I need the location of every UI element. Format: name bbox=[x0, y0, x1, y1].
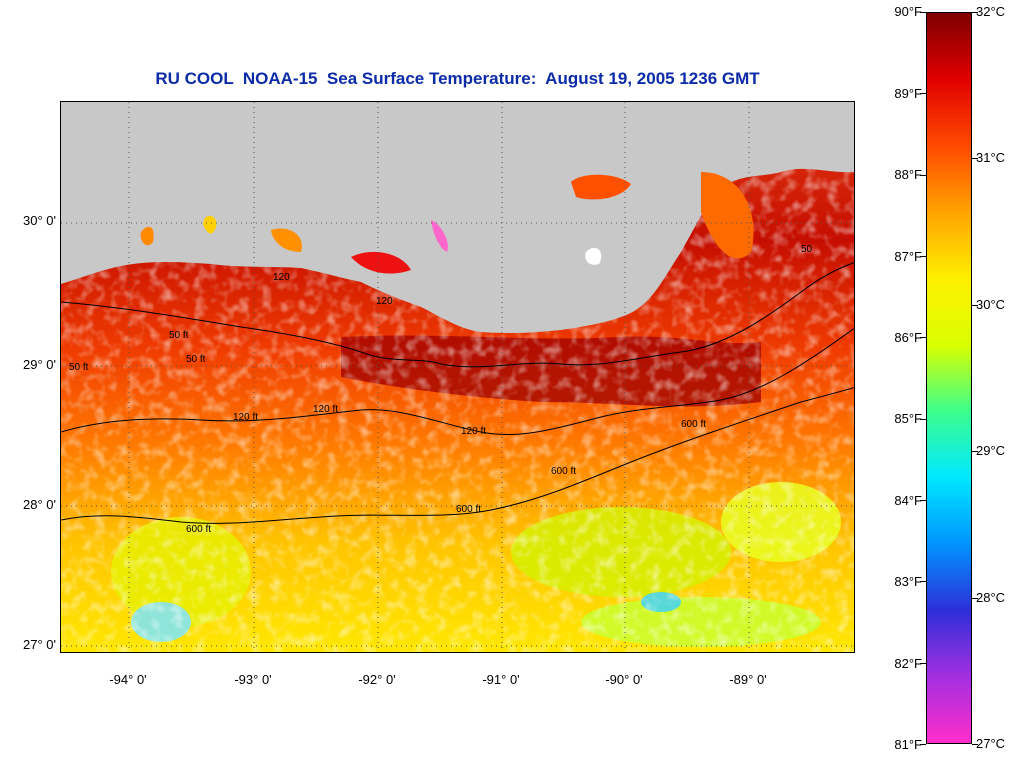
contour-label: 600 ft bbox=[456, 504, 481, 515]
lon-label-94: -94° 0' bbox=[109, 672, 147, 687]
contour-label: 600 ft bbox=[551, 466, 576, 477]
colorbar-tick-f bbox=[920, 581, 926, 582]
contour-label: 120 ft bbox=[313, 404, 338, 415]
colorbar-tick-f bbox=[920, 175, 926, 176]
contour-600ft bbox=[61, 387, 854, 524]
lat-label-29: 29° 0' bbox=[23, 357, 56, 372]
contour-labels: 50 ft 50 ft 50 ft 120 ft 120 ft 120 120 120 ft 6… bbox=[69, 244, 813, 535]
colorbar-tick-f bbox=[920, 12, 926, 13]
f-label-81: 81°F bbox=[894, 737, 922, 752]
lat-label-28: 28° 0' bbox=[23, 497, 56, 512]
contour-120ft bbox=[61, 327, 854, 435]
colorbar-tick-f bbox=[920, 744, 926, 745]
f-label-85: 85°F bbox=[894, 411, 922, 426]
map-title: RU COOL NOAA-15 Sea Surface Temperature:… bbox=[155, 69, 760, 88]
contour-label: 120 bbox=[273, 272, 290, 283]
colorbar-tick-c bbox=[972, 12, 978, 13]
f-label-82: 82°F bbox=[894, 656, 922, 671]
c-label-28: 28°C bbox=[976, 590, 1006, 605]
colorbar-tick-c bbox=[972, 451, 978, 452]
lon-label-89: -89° 0' bbox=[729, 672, 767, 687]
contour-label: 120 ft bbox=[461, 426, 486, 437]
colorbar-tick-f bbox=[920, 337, 926, 338]
contour-label: 50 ft bbox=[186, 354, 206, 365]
contour-label: 120 bbox=[376, 296, 393, 307]
lat-label-30: 30° 0' bbox=[23, 213, 56, 228]
lon-label-90: -90° 0' bbox=[605, 672, 643, 687]
colorbar-tick-c bbox=[972, 744, 978, 745]
colorbar-tick-f bbox=[920, 256, 926, 257]
contour-label: 50 ft bbox=[69, 362, 89, 373]
temperature-colorbar bbox=[926, 12, 972, 744]
f-label-89: 89°F bbox=[894, 86, 922, 101]
c-label-32: 32°C bbox=[976, 4, 1006, 19]
colorbar-tick-f bbox=[920, 663, 926, 664]
f-label-84: 84°F bbox=[894, 493, 922, 508]
lon-label-93: -93° 0' bbox=[234, 672, 272, 687]
colorbar-tick-f bbox=[920, 93, 926, 94]
f-label-83: 83°F bbox=[894, 574, 922, 589]
f-label-90: 90°F bbox=[894, 4, 922, 19]
f-label-88: 88°F bbox=[894, 167, 922, 182]
lon-label-92: -92° 0' bbox=[358, 672, 396, 687]
lon-label-91: -91° 0' bbox=[482, 672, 520, 687]
c-label-27: 27°C bbox=[976, 736, 1006, 751]
sst-map-canvas: 50 ft 50 ft 50 ft 120 ft 120 ft 120 120 120 ft 6… bbox=[61, 102, 854, 652]
contour-label: 50 ft bbox=[169, 330, 189, 341]
colorbar-tick-c bbox=[972, 598, 978, 599]
graticule bbox=[61, 102, 854, 652]
f-label-86: 86°F bbox=[894, 330, 922, 345]
contour-label: 50 bbox=[801, 244, 813, 255]
colorbar-tick-c bbox=[972, 158, 978, 159]
c-label-29: 29°C bbox=[976, 443, 1006, 458]
contour-label: 120 ft bbox=[233, 412, 258, 423]
colorbar-tick-f bbox=[920, 419, 926, 420]
depth-contours bbox=[61, 262, 854, 524]
colorbar-tick-f bbox=[920, 500, 926, 501]
contour-label: 600 ft bbox=[186, 524, 211, 535]
c-label-30: 30°C bbox=[976, 297, 1006, 312]
contour-label: 600 ft bbox=[681, 419, 706, 430]
contour-50ft bbox=[61, 262, 854, 368]
c-label-31: 31°C bbox=[976, 150, 1006, 165]
inland-water bbox=[140, 172, 754, 274]
lat-label-27: 27° 0' bbox=[23, 637, 56, 652]
f-label-87: 87°F bbox=[894, 249, 922, 264]
sst-map: 50 ft 50 ft 50 ft 120 ft 120 ft 120 120 120 ft 6… bbox=[60, 101, 855, 653]
colorbar-tick-c bbox=[972, 305, 978, 306]
land bbox=[61, 102, 854, 334]
